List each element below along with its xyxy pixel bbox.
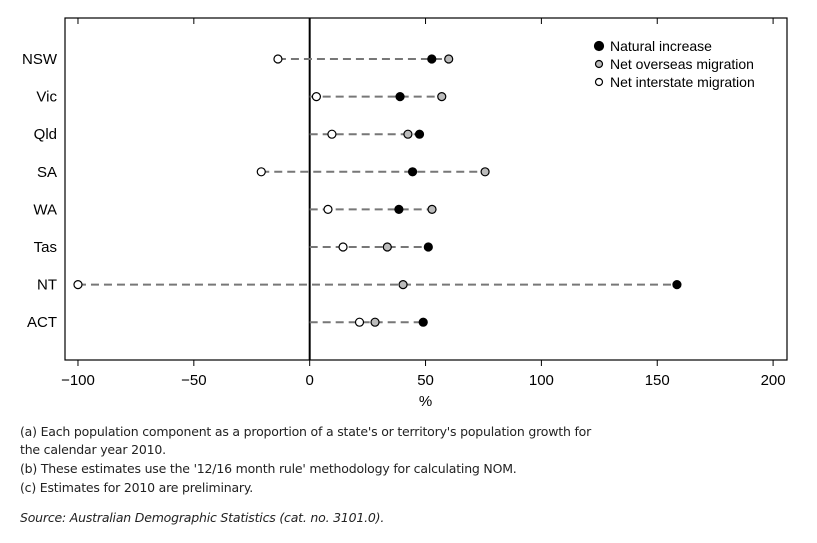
legend-label: Net interstate migration [610,74,755,90]
category-label: SA [37,164,57,181]
category-label: NT [37,277,57,294]
legend-label: Natural increase [610,38,712,54]
data-point-net-overseas-migration [382,242,392,252]
category-label: ACT [27,314,57,331]
x-tick-label: 150 [645,372,670,389]
x-tick-label: −100 [61,372,95,389]
data-point-net-interstate-migration [256,167,266,177]
data-point-net-interstate-migration [311,91,322,102]
category-label: Tas [34,239,57,256]
note-b: (b) These estimates use the '12/16 month… [20,461,517,476]
data-point-natural-increase [423,242,433,252]
data-point-net-interstate-migration [273,54,283,64]
data-point-net-interstate-migration [323,204,333,214]
x-axis-label: % [419,393,432,410]
data-point-net-overseas-migration [370,317,380,327]
x-tick-label: 100 [529,372,554,389]
legend-label: Net overseas migration [610,56,754,72]
data-point-net-overseas-migration [480,167,490,177]
x-tick-label: 50 [417,372,434,389]
data-point-natural-increase [414,129,425,139]
data-point-net-interstate-migration [327,129,337,139]
category-label: Vic [36,89,57,106]
data-point-net-overseas-migration [403,129,413,139]
category-label: Qld [34,126,57,143]
data-point-natural-increase [418,317,428,327]
note-a: (a) Each population component as a propo… [20,424,592,439]
data-point-natural-increase [395,91,405,102]
data-point-net-interstate-migration [338,242,348,252]
legend-marker [594,77,604,87]
dot-plot-chart: −100 −50 0 50 100 150 200% NSW Vic Qld SA WA Tas NT AC… [22,17,788,410]
data-point-net-overseas-migration [444,54,454,64]
x-tick-label: 200 [761,372,786,389]
data-point-natural-increase [394,204,404,214]
data-point-net-interstate-migration [354,317,365,327]
data-point-natural-increase [407,167,418,177]
legend-marker [594,59,604,69]
note-c: (c) Estimates for 2010 are preliminary. [20,480,254,495]
data-point-net-overseas-migration [398,280,408,290]
category-label: NSW [22,51,58,68]
data-point-net-overseas-migration [437,91,447,102]
category-label: WA [33,201,57,218]
data-point-net-interstate-migration [73,280,83,290]
source-note: Source: Australian Demographic Statistic… [20,510,385,525]
note-a-cont: the calendar year 2010. [20,442,166,457]
data-point-natural-increase [672,280,682,290]
x-tick-label: −50 [181,372,206,389]
data-point-net-overseas-migration [427,204,437,214]
x-tick-label: 0 [306,372,314,389]
legend-marker [593,40,605,52]
data-point-natural-increase [427,54,437,64]
